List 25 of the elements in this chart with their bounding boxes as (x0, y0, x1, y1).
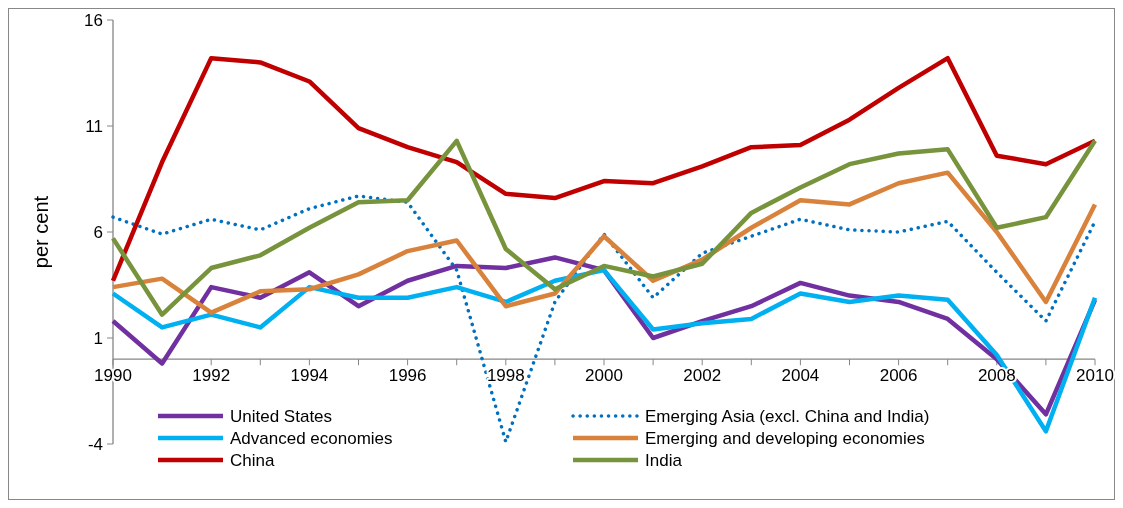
x-tick-label: 1996 (388, 366, 427, 386)
y-tick-label: 11 (85, 116, 103, 136)
line-series (110, 138, 1098, 317)
legend-label: Advanced economies (230, 428, 393, 448)
x-tick-label: 2002 (683, 366, 722, 386)
x-tick-label: 1990 (94, 366, 132, 386)
legend-label: Emerging and developing economies (645, 428, 925, 448)
x-tick-label: 2004 (781, 366, 820, 386)
x-tick-label: 2006 (879, 366, 918, 386)
x-tick-label: 1992 (192, 366, 231, 386)
line-series (110, 55, 1098, 284)
legend-label: India (645, 450, 683, 470)
y-tick-label: 1 (93, 328, 103, 348)
x-tick-label: 1994 (290, 366, 329, 386)
legend-label: China (230, 450, 275, 470)
legend-label: Emerging Asia (excl. China and India) (645, 406, 930, 426)
x-tick-label: 2010 (1076, 366, 1114, 386)
legend-label: United States (230, 406, 333, 426)
x-tick-label: 1998 (486, 366, 525, 386)
y-axis-title: per cent (30, 195, 52, 269)
line-series (110, 170, 1098, 315)
y-tick-label: -4 (87, 434, 103, 454)
y-tick-label: 16 (84, 10, 103, 30)
x-tick-label: 2000 (585, 366, 623, 386)
y-tick-label: 6 (93, 222, 103, 242)
